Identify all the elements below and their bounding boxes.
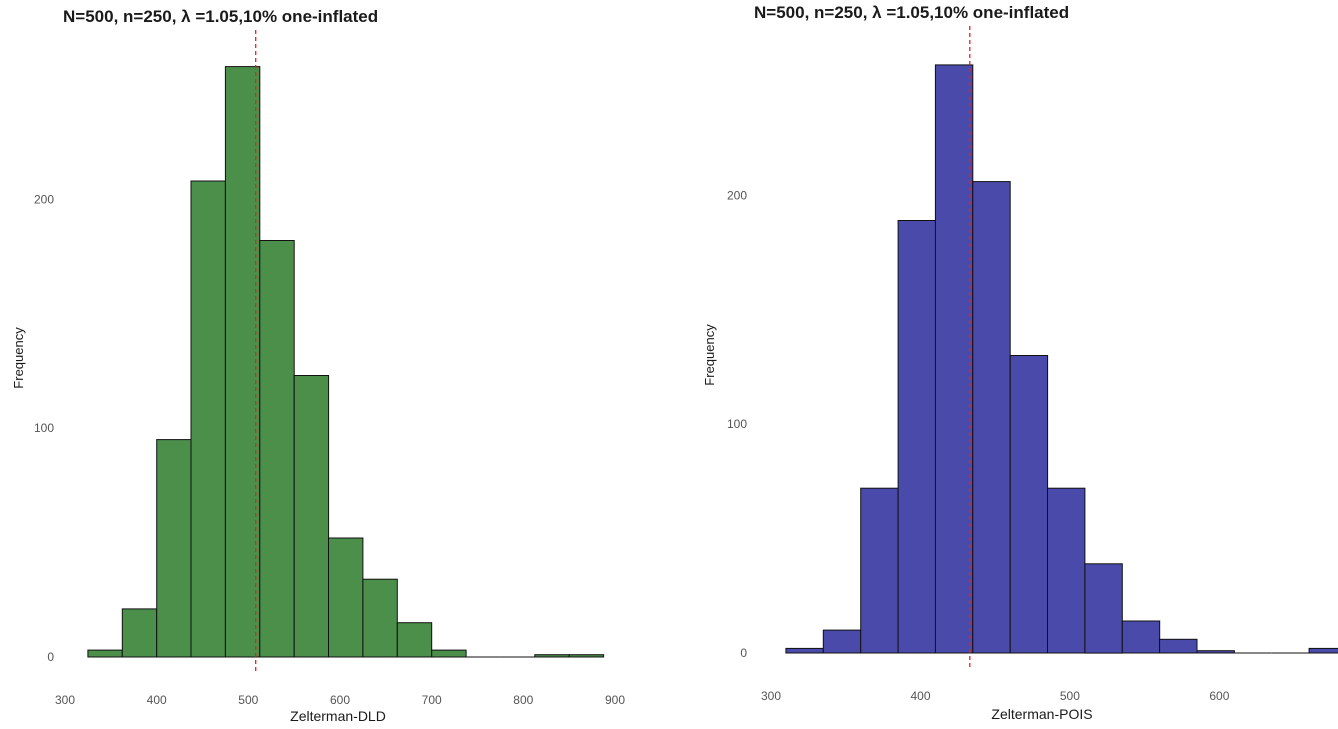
histogram-bar <box>362 578 398 658</box>
x-axis-label-pois: Zelterman-POIS <box>991 706 1092 722</box>
histogram-bar <box>822 629 862 654</box>
y-tick-label: 100 <box>34 421 54 435</box>
histogram-bar <box>121 608 158 658</box>
histogram-bar <box>1009 355 1049 654</box>
histogram-bar <box>1159 638 1198 654</box>
histogram-bar <box>897 220 936 654</box>
histogram-bar <box>1047 487 1086 654</box>
histogram-bar <box>87 649 123 658</box>
histogram-bar <box>190 180 226 658</box>
chart-title-pois: N=500, n=250, λ =1.05,10% one-inflated <box>754 3 1069 22</box>
y-tick-label: 200 <box>34 192 54 206</box>
histogram-bar <box>860 487 899 654</box>
x-ticks-pois: 300 400 500 600 <box>761 689 1230 703</box>
histogram-bar <box>534 654 570 658</box>
histogram-bar <box>156 439 192 658</box>
histogram-bar <box>431 649 467 658</box>
histogram-dld: N=500, n=250, λ =1.05,10% one-inflated 0… <box>11 7 625 724</box>
y-axis-label-pois: Frequency <box>702 324 717 386</box>
y-tick-label: 0 <box>740 646 747 660</box>
x-tick-label: 400 <box>147 693 167 707</box>
x-tick-label: 800 <box>513 693 533 707</box>
histogram-bar <box>1308 647 1338 654</box>
histogram-bar <box>1196 650 1235 654</box>
x-tick-label: 900 <box>605 693 625 707</box>
histogram-bar <box>934 64 974 654</box>
x-tick-label: 600 <box>1209 689 1229 703</box>
histogram-bar <box>396 622 433 658</box>
x-tick-label: 300 <box>55 693 75 707</box>
bars-pois <box>785 64 1338 654</box>
y-ticks-dld: 0 100 200 <box>34 192 54 664</box>
histogram-bar <box>224 66 261 658</box>
x-tick-label: 600 <box>330 693 350 707</box>
x-tick-label: 700 <box>422 693 442 707</box>
histogram-bar <box>1121 620 1161 654</box>
x-tick-label: 500 <box>1060 689 1080 703</box>
histogram-bar <box>972 181 1011 654</box>
y-axis-label-dld: Frequency <box>11 327 26 389</box>
histogram-bar <box>293 375 330 658</box>
x-tick-label: 400 <box>910 689 930 703</box>
histogram-bar <box>259 240 295 658</box>
y-tick-label: 100 <box>727 417 747 431</box>
histogram-pois: N=500, n=250, λ =1.05,10% one-inflated 0… <box>702 3 1338 722</box>
histogram-bar <box>785 647 824 654</box>
chart-title-dld: N=500, n=250, λ =1.05,10% one-inflated <box>63 7 378 26</box>
y-tick-label: 200 <box>727 188 747 202</box>
histogram-bar <box>328 537 364 658</box>
x-tick-label: 300 <box>761 689 781 703</box>
x-ticks-dld: 300 400 500 600 700 800 900 <box>55 693 625 707</box>
x-axis-label-dld: Zelterman-DLD <box>290 708 386 724</box>
bars-dld <box>87 66 605 658</box>
x-tick-label: 500 <box>238 693 258 707</box>
histogram-bar <box>568 654 605 658</box>
y-tick-label: 0 <box>47 650 54 664</box>
y-ticks-pois: 0 100 200 <box>727 188 747 660</box>
histogram-bar <box>1084 563 1123 654</box>
